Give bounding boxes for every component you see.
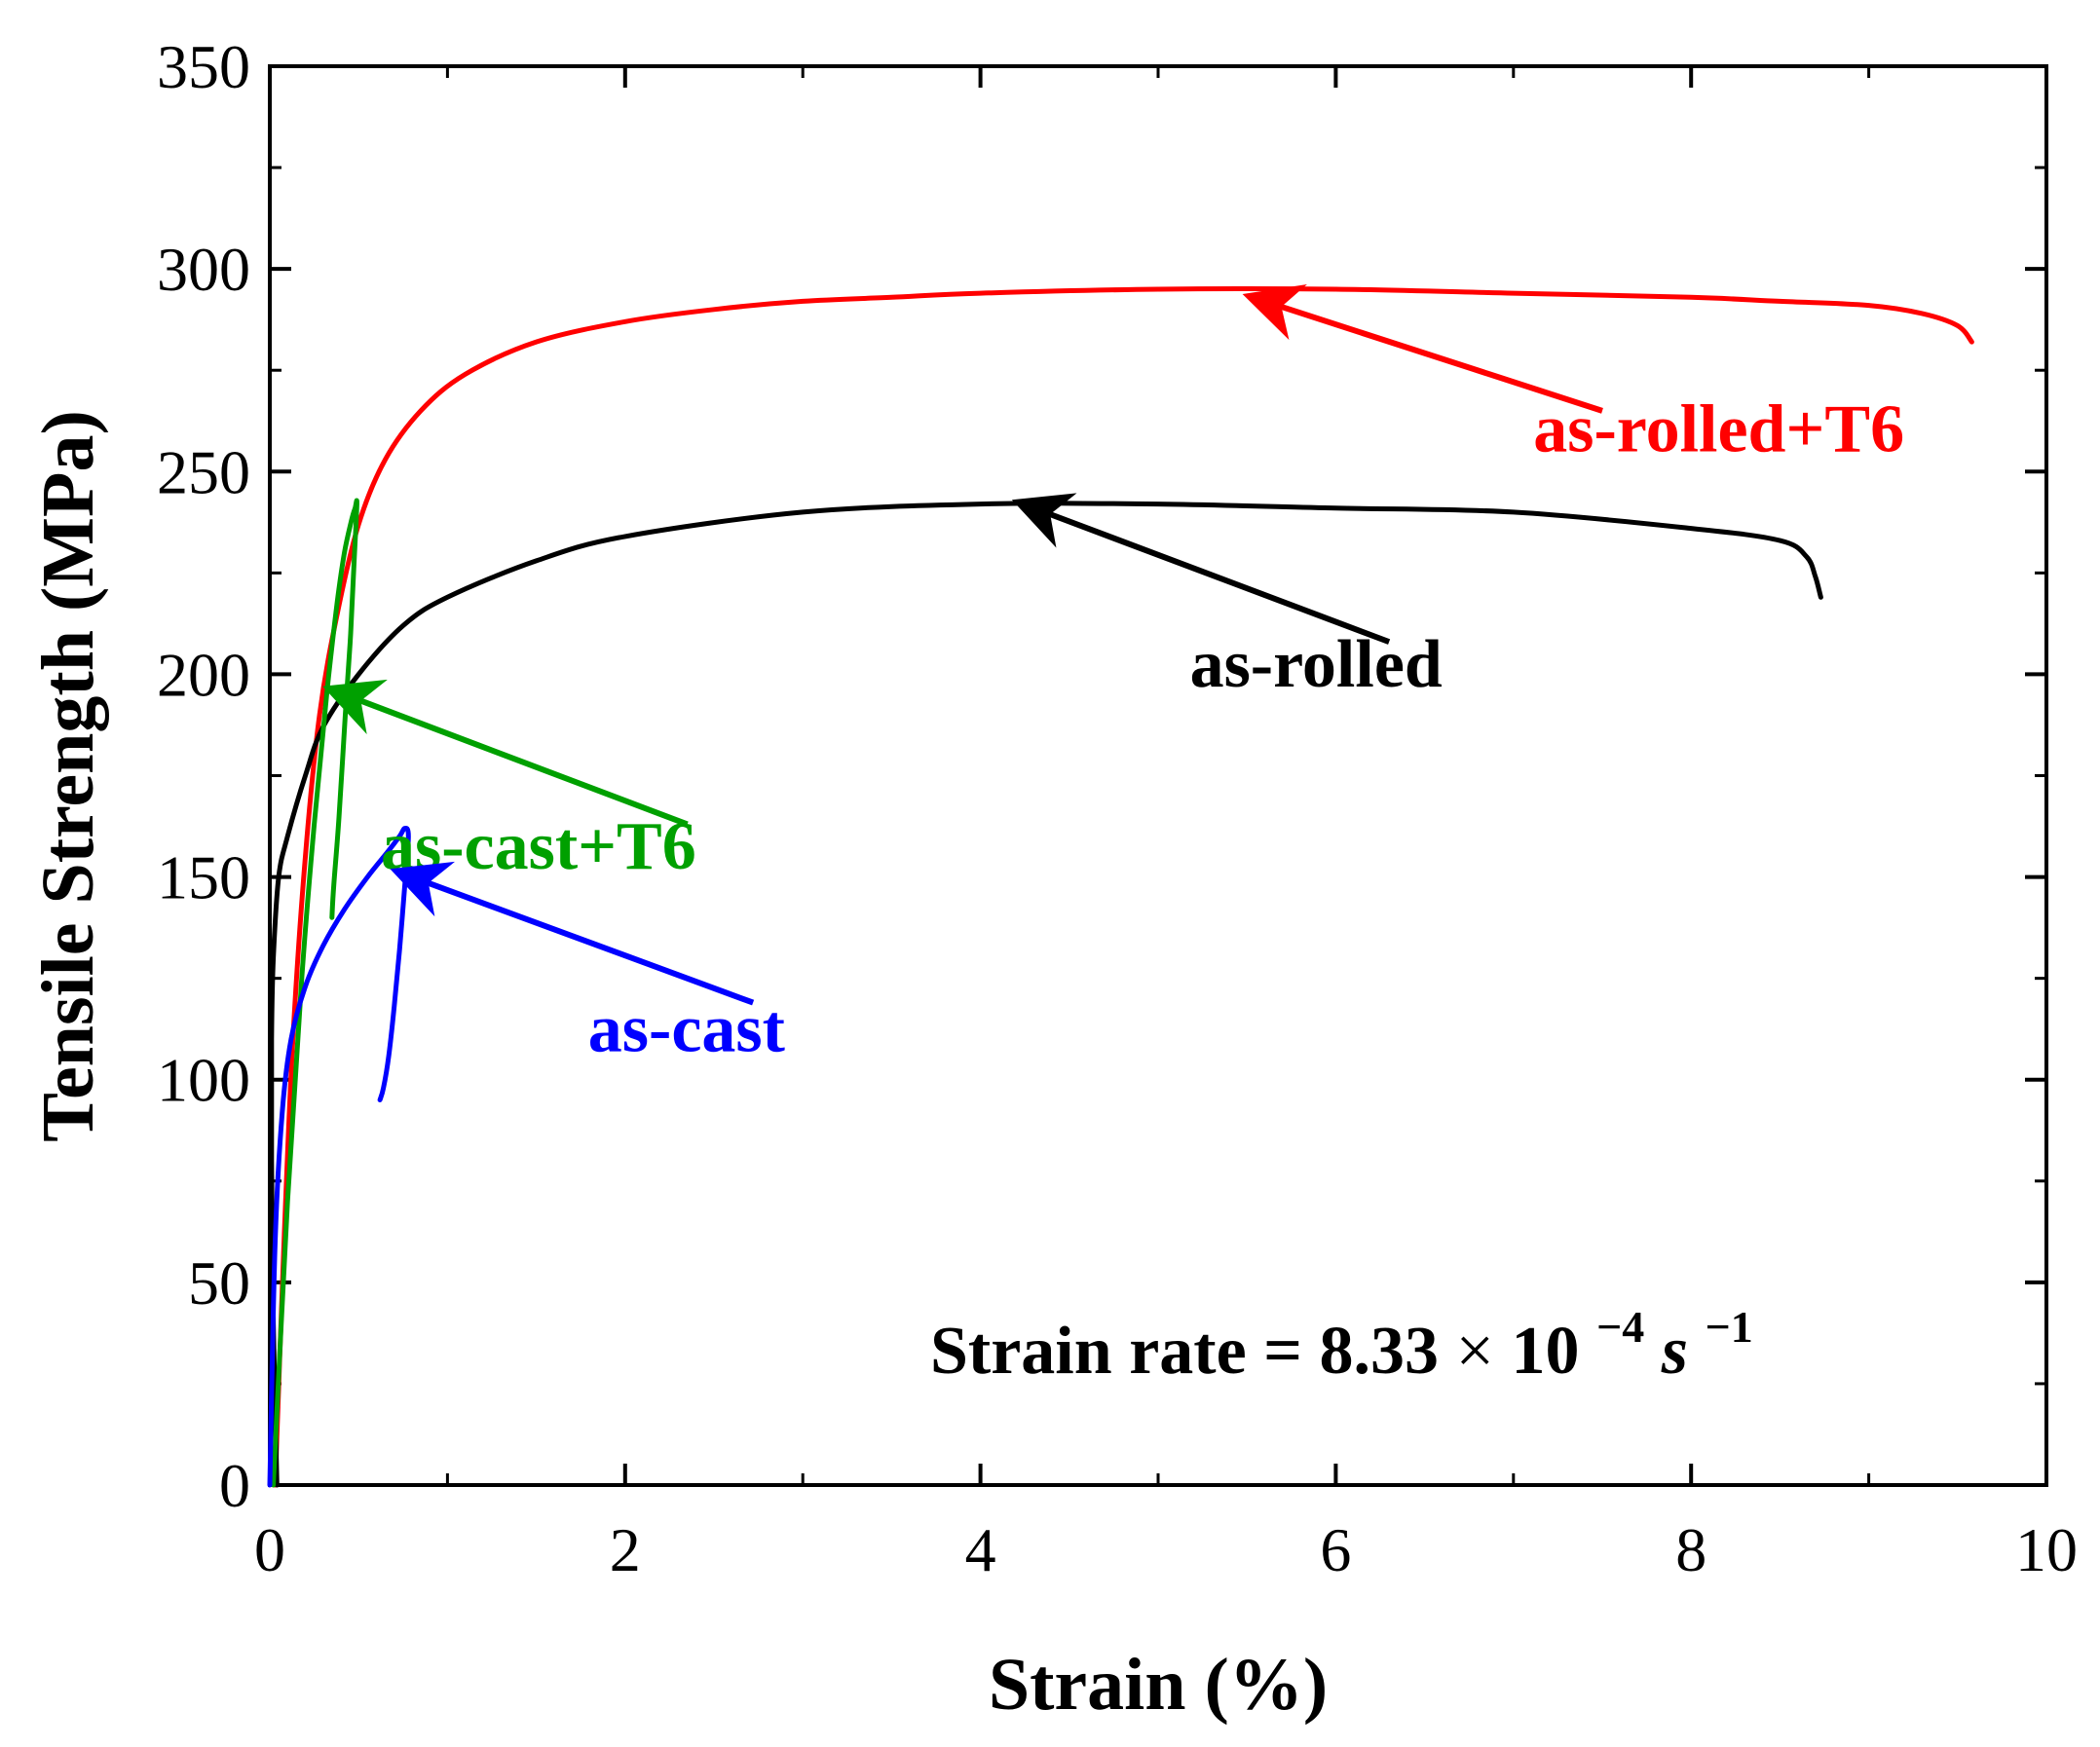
exponent-minus-one: −1 [1705, 1302, 1752, 1352]
series-line-as-cast [267, 826, 411, 1488]
y-tick-label: 0 [219, 1451, 250, 1520]
x-tick-label: 10 [2015, 1515, 2078, 1584]
x-tick-label: 0 [254, 1515, 285, 1584]
series-line-as-rolled [269, 501, 1823, 1488]
arrow-as-rolled-t6 [1242, 284, 1603, 414]
plot-area-frame [268, 64, 2048, 1487]
data-series [267, 285, 1974, 1488]
y-tick-label: 300 [157, 235, 250, 304]
series-label-as-cast: as-cast [588, 992, 785, 1067]
y-tick-label: 250 [157, 437, 250, 506]
series-line-as-cast-t6 [271, 498, 359, 1488]
ten-base: 10 [1512, 1314, 1580, 1389]
y-tick-label: 350 [157, 32, 250, 101]
arrow-as-cast [390, 861, 755, 1006]
series-label-as-rolled-t6: as-rolled+T6 [1533, 391, 1904, 466]
y-tick-label: 150 [157, 843, 250, 912]
arrow-as-rolled [1011, 493, 1391, 645]
series-label-as-rolled: as-rolled [1190, 627, 1443, 702]
y-tick-label: 200 [157, 640, 250, 709]
series-labels: as-rolled+T6 as-rolled as-cast+T6 as-cast [322, 284, 1904, 1067]
seconds-symbol: s [1661, 1314, 1688, 1389]
x-axis-title: Strain (%) [989, 1644, 1328, 1726]
y-tick-label: 50 [188, 1248, 250, 1318]
x-tick-label: 8 [1675, 1515, 1706, 1584]
x-tick-label: 4 [965, 1515, 996, 1584]
x-tick-label: 2 [610, 1515, 641, 1584]
strain-rate-text: Strain rate = 8.33 [930, 1314, 1439, 1389]
x-tick-label: 6 [1320, 1515, 1351, 1584]
series-line-as-rolled-t6 [273, 285, 1974, 1488]
series-label-as-cast-t6: as-cast+T6 [381, 809, 696, 884]
strain-rate-annotation: Strain rate = 8.33 × 10 −4 s −1 [930, 1282, 1753, 1389]
arrow-as-cast-t6 [322, 679, 689, 828]
y-axis-title: Tensile Strength (MPa) [27, 410, 109, 1142]
exponent-minus-four: −4 [1596, 1302, 1644, 1352]
y-tick-label: 100 [157, 1046, 250, 1115]
times-symbol: × [1456, 1314, 1494, 1389]
